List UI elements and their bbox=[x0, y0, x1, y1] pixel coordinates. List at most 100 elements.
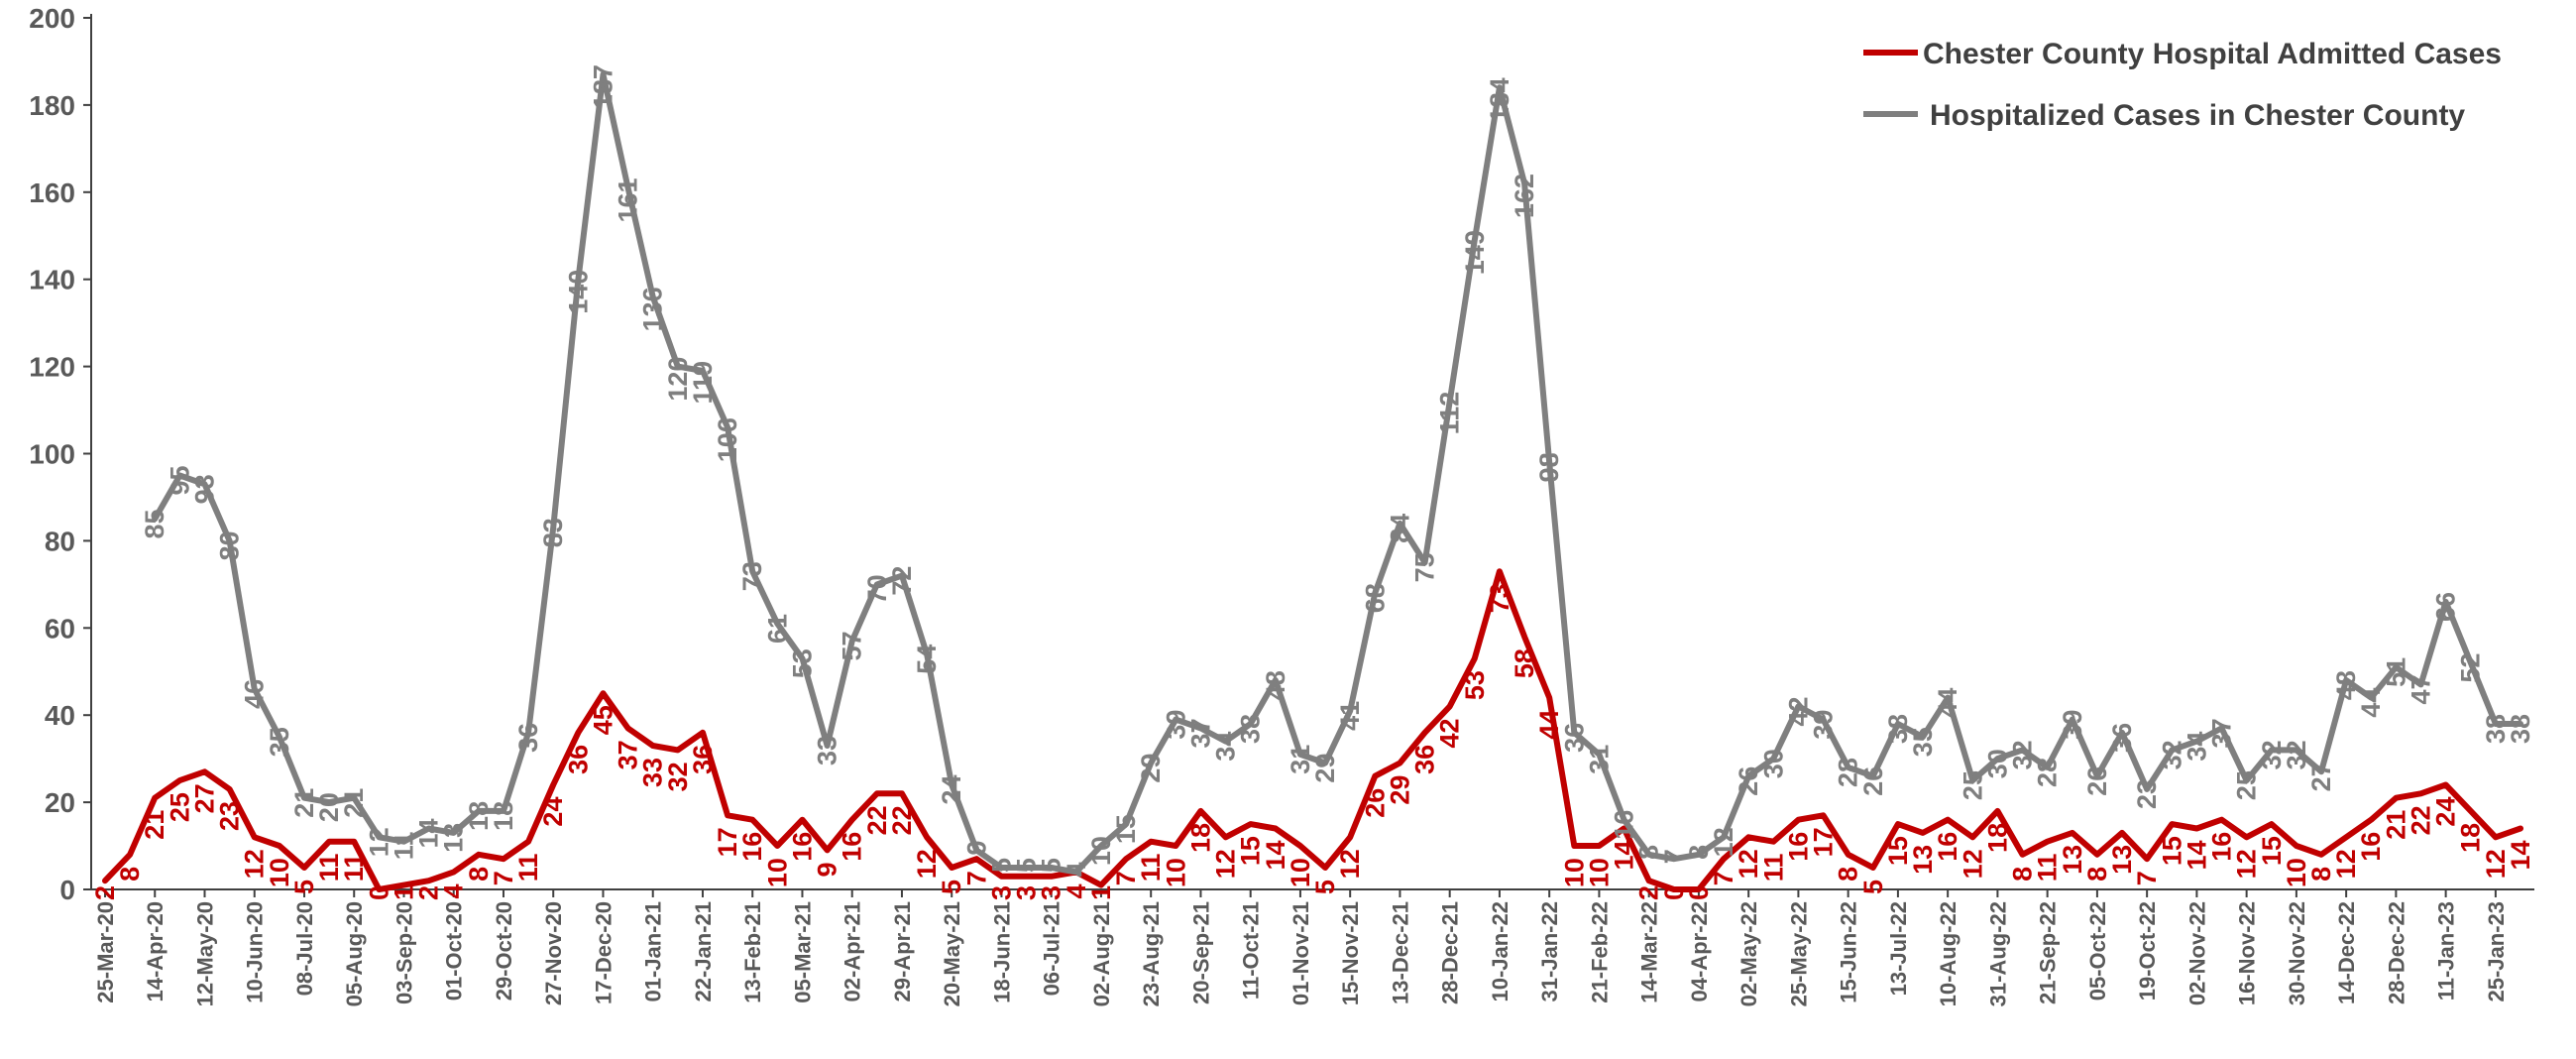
data-label-hospitalized: 48 bbox=[2331, 670, 2361, 700]
data-label-admitted: 4 bbox=[1062, 883, 1091, 898]
data-label-hospitalized: 73 bbox=[737, 561, 767, 591]
y-tick-label: 120 bbox=[29, 352, 75, 383]
data-label-admitted: 15 bbox=[2157, 836, 2186, 866]
legend-item-hospitalized[interactable]: Hospitalized Cases in Chester County bbox=[1863, 99, 2465, 132]
data-label-admitted: 45 bbox=[588, 705, 617, 735]
data-label-hospitalized: 30 bbox=[1982, 749, 2012, 778]
data-label-admitted: 8 bbox=[464, 867, 494, 882]
data-label-admitted: 12 bbox=[1958, 849, 1987, 879]
legend-item-admitted[interactable]: Chester County Hospital Admitted Cases bbox=[1863, 38, 2502, 70]
data-label-hospitalized: 44 bbox=[1933, 688, 1962, 718]
x-tick-label: 25-Mar-20 bbox=[93, 901, 118, 1003]
data-label-hospitalized: 38 bbox=[2506, 714, 2535, 744]
data-label-hospitalized: 8 bbox=[1634, 845, 1664, 860]
data-label-hospitalized: 39 bbox=[2058, 710, 2087, 740]
data-label-admitted: 42 bbox=[1435, 718, 1465, 748]
data-label-hospitalized: 54 bbox=[912, 645, 942, 674]
data-label-hospitalized: 26 bbox=[2082, 766, 2112, 796]
data-label-hospitalized: 32 bbox=[2008, 740, 2038, 769]
x-tick-label: 01-Oct-20 bbox=[442, 901, 467, 1000]
data-label-hospitalized: 29 bbox=[1310, 754, 1340, 783]
data-label-hospitalized: 9 bbox=[961, 840, 991, 855]
data-label-admitted: 22 bbox=[887, 805, 917, 835]
x-tick-label: 10-Aug-22 bbox=[1936, 901, 1960, 1006]
x-tick-label: 10-Jan-22 bbox=[1488, 901, 1512, 1002]
data-label-hospitalized: 149 bbox=[1460, 230, 1490, 275]
data-label-admitted: 18 bbox=[1185, 823, 1215, 853]
data-label-admitted: 10 bbox=[1559, 858, 1589, 887]
data-label-admitted: 17 bbox=[713, 827, 742, 857]
data-label-hospitalized: 5 bbox=[986, 858, 1016, 873]
data-label-admitted: 7 bbox=[2132, 871, 2162, 885]
data-label-hospitalized: 13 bbox=[439, 823, 469, 853]
data-label-admitted: 53 bbox=[1460, 670, 1490, 700]
data-label-admitted: 22 bbox=[862, 805, 892, 835]
data-label-hospitalized: 12 bbox=[364, 827, 393, 857]
x-tick-label: 12-May-20 bbox=[192, 901, 217, 1006]
data-label-hospitalized: 41 bbox=[1335, 701, 1365, 731]
data-label-hospitalized: 68 bbox=[1360, 583, 1390, 613]
data-label-admitted: 10 bbox=[1286, 858, 1315, 887]
data-label-hospitalized: 39 bbox=[1809, 710, 1839, 740]
data-label-hospitalized: 36 bbox=[1559, 723, 1589, 753]
legend: Chester County Hospital Admitted Cases H… bbox=[1863, 38, 2502, 132]
y-tick-label: 100 bbox=[29, 439, 75, 470]
data-label-admitted: 11 bbox=[1136, 854, 1166, 882]
data-label-hospitalized: 38 bbox=[2481, 714, 2511, 744]
data-label-admitted: 13 bbox=[2058, 845, 2087, 875]
data-label-admitted: 29 bbox=[1385, 775, 1414, 805]
data-label-hospitalized: 120 bbox=[663, 357, 693, 402]
x-tick-label: 28-Dec-22 bbox=[2384, 901, 2408, 1004]
data-label-hospitalized: 80 bbox=[215, 530, 245, 560]
data-label-admitted: 15 bbox=[1883, 836, 1913, 866]
x-tick-label: 13-Jul-22 bbox=[1886, 901, 1911, 996]
y-tick-label: 0 bbox=[59, 875, 75, 905]
data-label-admitted: 21 bbox=[140, 810, 169, 840]
data-label-hospitalized: 52 bbox=[2456, 652, 2486, 682]
series-line-hospitalized[interactable] bbox=[152, 71, 2523, 876]
x-tick-label: 02-Aug-21 bbox=[1089, 901, 1114, 1006]
data-label-hospitalized: 47 bbox=[2407, 674, 2436, 704]
data-label-hospitalized: 85 bbox=[140, 509, 169, 538]
x-tick-label: 05-Oct-22 bbox=[2085, 901, 2110, 1000]
data-label-admitted: 16 bbox=[2356, 832, 2386, 862]
data-label-hospitalized: 21 bbox=[289, 788, 319, 818]
data-label-hospitalized: 93 bbox=[189, 474, 219, 504]
data-label-hospitalized: 38 bbox=[1236, 714, 1266, 744]
data-label-hospitalized: 70 bbox=[862, 574, 892, 604]
series-line-admitted[interactable] bbox=[102, 568, 2523, 892]
legend-label-hospitalized: Hospitalized Cases in Chester County bbox=[1930, 99, 2465, 132]
data-label-admitted: 8 bbox=[2082, 867, 2112, 882]
data-label-hospitalized: 98 bbox=[1534, 452, 1564, 482]
data-label-hospitalized: 161 bbox=[614, 177, 643, 222]
data-label-admitted: 12 bbox=[1335, 849, 1365, 879]
data-label-admitted: 11 bbox=[1758, 854, 1788, 882]
data-label-admitted: 3 bbox=[1012, 885, 1042, 900]
data-label-admitted: 0 bbox=[1659, 885, 1689, 900]
data-label-hospitalized: 26 bbox=[1858, 766, 1888, 796]
data-label-hospitalized: 72 bbox=[887, 566, 917, 596]
data-label-admitted: 8 bbox=[1834, 867, 1863, 882]
data-label-hospitalized: 119 bbox=[688, 361, 718, 405]
data-label-admitted: 24 bbox=[538, 797, 568, 827]
data-label-hospitalized: 35 bbox=[265, 727, 294, 757]
x-tick-label: 31-Aug-22 bbox=[1985, 901, 2010, 1006]
x-tick-label: 15-Nov-21 bbox=[1338, 901, 1363, 1005]
data-label-admitted: 36 bbox=[1410, 745, 1440, 774]
data-label-admitted: 1 bbox=[1086, 885, 1116, 900]
x-tick-label: 16-Nov-22 bbox=[2235, 901, 2260, 1005]
data-label-hospitalized: 66 bbox=[2431, 592, 2461, 622]
data-label-admitted: 5 bbox=[1310, 880, 1340, 894]
x-tick-label: 01-Nov-21 bbox=[1288, 901, 1313, 1005]
data-label-hospitalized: 38 bbox=[1883, 714, 1913, 744]
data-label-hospitalized: 5 bbox=[1012, 858, 1042, 873]
x-tick-label: 04-Apr-22 bbox=[1687, 901, 1712, 1001]
data-label-admitted: 24 bbox=[2431, 797, 2461, 827]
data-label-admitted: 16 bbox=[1783, 832, 1813, 862]
data-label-admitted: 0 bbox=[364, 885, 393, 900]
data-label-hospitalized: 61 bbox=[762, 614, 792, 644]
data-label-admitted: 21 bbox=[2381, 810, 2410, 840]
data-label-admitted: 10 bbox=[2282, 858, 2311, 887]
x-tick-label: 29-Oct-20 bbox=[492, 901, 516, 1000]
data-label-admitted: 8 bbox=[115, 867, 145, 882]
